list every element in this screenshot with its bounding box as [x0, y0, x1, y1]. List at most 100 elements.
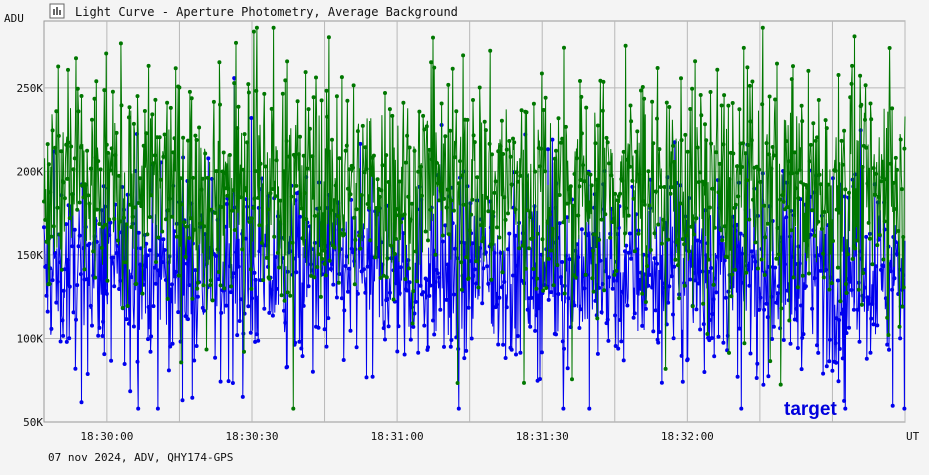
data-point: [808, 142, 813, 147]
data-point: [493, 179, 498, 184]
data-point: [795, 170, 800, 175]
data-point: [56, 64, 61, 69]
data-point: [435, 181, 440, 186]
data-point: [146, 337, 150, 342]
data-point: [895, 252, 899, 256]
data-point: [719, 241, 723, 246]
data-point: [761, 382, 766, 387]
data-point: [465, 117, 470, 122]
data-point: [706, 257, 711, 262]
data-point: [707, 205, 712, 210]
data-point: [173, 269, 178, 274]
data-point: [783, 262, 787, 267]
data-point: [199, 187, 204, 192]
data-point: [483, 250, 488, 255]
data-point: [290, 240, 295, 245]
data-point: [158, 177, 163, 182]
data-point: [347, 266, 352, 271]
data-point: [184, 224, 189, 229]
data-point: [375, 177, 380, 182]
data-point: [890, 403, 895, 408]
data-point: [403, 277, 408, 282]
data-point: [117, 287, 122, 291]
data-point: [44, 239, 49, 244]
data-point: [103, 222, 108, 227]
data-point: [444, 205, 449, 210]
data-point: [327, 258, 332, 263]
data-point: [271, 25, 276, 30]
data-point: [152, 153, 157, 158]
data-point: [190, 395, 195, 400]
data-point: [272, 234, 277, 239]
x-tick-label: 18:31:30: [516, 430, 569, 443]
data-point: [351, 165, 355, 170]
data-point: [863, 285, 867, 290]
data-point: [788, 341, 793, 346]
data-point: [747, 83, 752, 88]
data-point: [680, 379, 685, 384]
data-point: [379, 188, 384, 193]
data-point: [156, 235, 161, 240]
data-point: [291, 406, 296, 411]
data-point: [422, 127, 427, 132]
data-point: [851, 307, 856, 312]
data-point: [609, 173, 614, 178]
data-point: [129, 275, 134, 280]
data-point: [827, 337, 832, 342]
data-point: [235, 126, 240, 131]
data-point: [431, 318, 435, 323]
data-point: [453, 155, 458, 160]
data-point: [168, 287, 173, 292]
data-point: [770, 145, 775, 149]
data-point: [222, 286, 227, 291]
data-point: [178, 176, 183, 181]
data-point: [153, 97, 158, 102]
data-point: [663, 366, 668, 371]
data-point: [145, 232, 150, 237]
data-point: [306, 284, 311, 289]
data-point: [226, 379, 231, 384]
data-point: [354, 345, 359, 350]
data-point: [488, 242, 493, 247]
data-point: [902, 406, 907, 411]
data-point: [688, 277, 693, 282]
data-point: [767, 94, 772, 99]
data-point: [195, 280, 200, 285]
data-point: [333, 183, 338, 188]
data-point: [154, 260, 158, 264]
data-point: [604, 321, 609, 326]
data-point: [727, 350, 731, 355]
data-point: [885, 315, 890, 320]
data-point: [653, 308, 658, 313]
data-point: [624, 243, 629, 248]
data-point: [539, 146, 544, 151]
data-point: [631, 315, 636, 320]
y-tick-labels: 50K 100K 150K 200K 250K: [17, 82, 44, 429]
data-point: [583, 272, 588, 277]
data-point: [562, 291, 567, 296]
data-point: [254, 332, 259, 337]
data-point: [492, 250, 497, 255]
data-point: [779, 306, 784, 311]
data-point: [888, 269, 893, 274]
data-point: [67, 284, 72, 289]
data-point: [75, 283, 80, 288]
data-point: [413, 299, 418, 304]
data-point: [123, 260, 128, 265]
data-point: [489, 277, 494, 282]
data-point: [497, 235, 502, 240]
data-point: [765, 315, 770, 320]
data-point: [719, 228, 723, 233]
data-point: [821, 251, 826, 256]
data-point: [59, 149, 64, 154]
data-point: [863, 83, 868, 88]
data-point: [593, 141, 598, 146]
data-point: [258, 161, 263, 166]
data-point: [253, 339, 258, 344]
data-point: [557, 221, 562, 226]
data-point: [360, 123, 365, 128]
light-curve-icon[interactable]: [49, 3, 65, 19]
data-point: [845, 252, 850, 257]
data-point: [285, 59, 290, 64]
data-point: [518, 350, 523, 355]
